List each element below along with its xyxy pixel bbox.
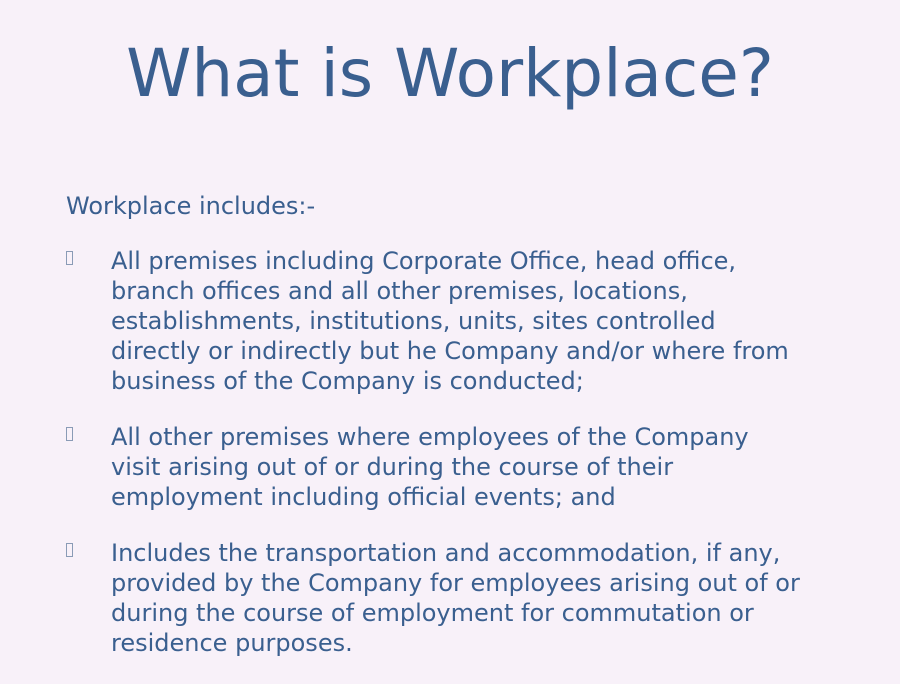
bullet-3-line-1: Includes the transportation and accommod…	[111, 539, 781, 567]
bullet-3-line-4: residence purposes.	[111, 629, 353, 657]
intro-text: Workplace includes:-	[66, 192, 316, 220]
bullet-item-1: All premises including Corporate Office,…	[0, 246, 900, 396]
bullet-1-line-2: branch offices and all other premises, l…	[111, 277, 688, 305]
bullet-1-line-5: business of the Company is conducted;	[111, 367, 584, 395]
bullet-text-2: All other premises where employees of th…	[111, 422, 851, 512]
square-bullet-icon	[66, 427, 73, 441]
bullet-2-line-1: All other premises where employees of th…	[111, 423, 749, 451]
bullet-text-1: All premises including Corporate Office,…	[111, 246, 851, 396]
bullet-3-line-2: provided by the Company for employees ar…	[111, 569, 800, 597]
bullet-2-line-2: visit arising out of or during the cours…	[111, 453, 674, 481]
square-bullet-icon	[66, 251, 73, 265]
bullet-item-3: Includes the transportation and accommod…	[0, 538, 900, 658]
bullet-item-2: All other premises where employees of th…	[0, 422, 900, 512]
bullet-list: All premises including Corporate Office,…	[0, 246, 900, 684]
bullet-2-line-3: employment including official events; an…	[111, 483, 616, 511]
slide-title: What is Workplace?	[126, 35, 774, 112]
bullet-1-line-4: directly or indirectly but he Company an…	[111, 337, 789, 365]
square-bullet-icon	[66, 543, 73, 557]
bullet-1-line-1: All premises including Corporate Office,…	[111, 247, 737, 275]
bullet-3-line-3: during the course of employment for comm…	[111, 599, 754, 627]
bullet-1-line-3: establishments, institutions, units, sit…	[111, 307, 716, 335]
bullet-text-3: Includes the transportation and accommod…	[111, 538, 851, 658]
